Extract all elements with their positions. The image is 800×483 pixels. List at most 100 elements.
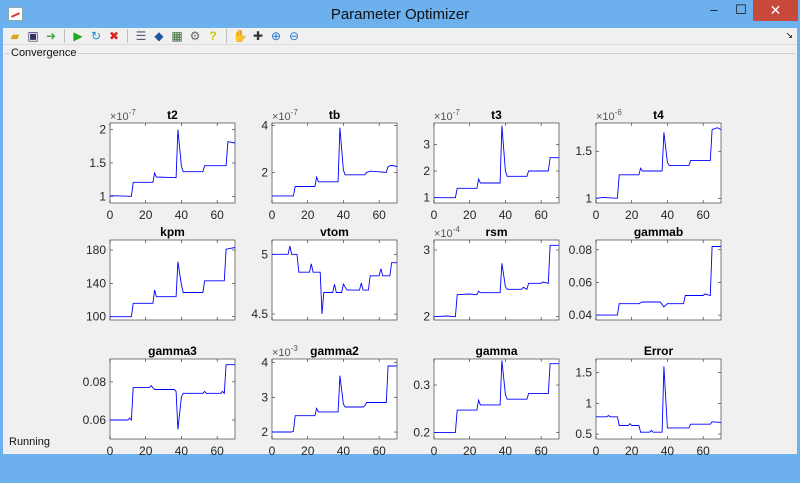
y-tick-label: 1.5	[89, 156, 106, 170]
axes-box	[109, 358, 236, 440]
axes-box	[595, 358, 722, 440]
x-tick-label: 20	[301, 444, 315, 458]
x-tick-label: 60	[696, 208, 710, 222]
help-icon[interactable]: ?	[209, 29, 217, 43]
series-line	[109, 129, 236, 197]
stop-icon[interactable]: ✖	[108, 29, 120, 43]
export-icon[interactable]: ➜	[45, 29, 57, 43]
exponent-label: ×10-7	[434, 108, 460, 123]
data-cursor-icon[interactable]: ✚	[252, 29, 264, 43]
toolbar: ▰ ▣ ➜ ▶ ↻ ✖ ☰ ◆ ▦ ⚙ ? ✋ ✚ ⊕ ⊖ ↘	[3, 28, 797, 45]
x-tick-label: 20	[625, 444, 639, 458]
series-line	[434, 360, 559, 433]
x-tick-label: 40	[661, 208, 675, 222]
x-tick-label: 40	[499, 208, 513, 222]
y-tick-label: 1	[585, 396, 592, 410]
save-icon[interactable]: ▣	[27, 29, 39, 43]
x-tick-label: 40	[499, 444, 513, 458]
series-line	[110, 364, 235, 430]
axes-box	[109, 239, 236, 321]
minimize-button[interactable]: –	[710, 2, 718, 17]
x-tick-label: 60	[210, 444, 224, 458]
y-tick-label: 0.06	[83, 413, 107, 427]
axes-box	[433, 122, 560, 204]
y-tick-label: 3	[423, 137, 430, 151]
app-icon	[8, 7, 23, 21]
series-line	[434, 125, 559, 199]
calculator-icon[interactable]: ▦	[171, 29, 183, 43]
subplot-gamma3: gamma3 0.06 0.08 0 20 40 60	[83, 344, 236, 458]
y-tick-label: 2	[99, 123, 106, 137]
panel-label: Convergence	[9, 47, 79, 59]
subplot-title: Error	[644, 344, 674, 358]
x-tick-label: 0	[593, 444, 600, 458]
subplot-gamma: gamma 0.2 0.3 0 20 40 60	[413, 344, 560, 458]
toolbar-separator	[226, 29, 227, 43]
subplot-title: rsm	[485, 225, 507, 239]
subplot-title: tb	[329, 108, 340, 122]
subplot-title: kpm	[160, 225, 185, 239]
y-tick-label: 1.5	[575, 366, 592, 380]
x-tick-label: 40	[337, 208, 351, 222]
x-tick-label: 60	[696, 444, 710, 458]
series-line	[272, 245, 397, 315]
y-tick-label: 3	[261, 390, 268, 404]
x-tick-label: 60	[372, 444, 386, 458]
convergence-panel: t2 ×10-7 1 1.5 2 0 20 40 60 tb ×10-7 2 4 0 20 40 60 t3 ×10…	[5, 53, 795, 458]
close-button[interactable]: ✕	[753, 0, 798, 21]
zoom-out-icon[interactable]: ⊖	[288, 29, 300, 43]
x-tick-label: 20	[139, 208, 153, 222]
y-tick-label: 0.2	[413, 425, 430, 439]
subplot-title: vtom	[320, 225, 349, 239]
y-tick-label: 100	[86, 310, 106, 324]
x-tick-label: 60	[534, 208, 548, 222]
run-icon[interactable]: ▶	[73, 29, 83, 43]
x-tick-label: 0	[431, 208, 438, 222]
y-tick-label: 4.5	[251, 307, 268, 321]
maximize-button[interactable]: ☐	[735, 2, 747, 17]
axes-box	[595, 122, 722, 204]
subplot-kpm: kpm 100 140 180	[86, 225, 236, 324]
y-tick-label: 0.08	[569, 243, 593, 257]
subplot-t3: t3 ×10-7 1 2 3 0 20 40 60	[423, 108, 560, 222]
subplot-t2: t2×10-711.520 20 40 60	[89, 108, 236, 222]
exponent-label: ×10-6	[596, 108, 622, 123]
series-line	[595, 127, 722, 199]
y-tick-label: 140	[86, 276, 106, 290]
pan-hand-icon[interactable]: ✋	[232, 29, 248, 43]
x-tick-label: 20	[625, 208, 639, 222]
gear-icon[interactable]: ⚙	[189, 29, 201, 43]
y-tick-label: 4	[261, 355, 268, 369]
subplot-title: gamma3	[148, 344, 197, 358]
y-tick-label: 2	[423, 164, 430, 178]
series-line	[272, 365, 397, 433]
toolbar-overflow-icon[interactable]: ↘	[785, 30, 793, 40]
x-tick-label: 40	[337, 444, 351, 458]
y-tick-label: 3	[423, 243, 430, 257]
subplot-title: t4	[653, 108, 664, 122]
x-tick-label: 0	[269, 208, 276, 222]
report-icon[interactable]: ☰	[135, 29, 147, 43]
zoom-in-icon[interactable]: ⊕	[270, 29, 282, 43]
x-tick-label: 20	[139, 444, 153, 458]
axes-box	[109, 122, 236, 204]
subplot-title: gammab	[634, 225, 683, 239]
x-tick-label: 20	[463, 208, 477, 222]
x-tick-label: 0	[431, 444, 438, 458]
open-folder-icon[interactable]: ▰	[10, 29, 20, 43]
exponent-label: ×10-7	[272, 108, 298, 123]
refresh-icon[interactable]: ↻	[90, 29, 102, 43]
subplot-title: gamma2	[310, 344, 359, 358]
series-line	[596, 246, 721, 316]
y-tick-label: 2	[261, 425, 268, 439]
series-line	[596, 366, 722, 433]
toolbar-separator	[64, 29, 65, 43]
toolbar-separator	[127, 29, 128, 43]
y-tick-label: 0.08	[83, 375, 107, 389]
y-tick-label: 4	[261, 118, 268, 132]
x-tick-label: 40	[661, 444, 675, 458]
book-icon[interactable]: ◆	[154, 29, 164, 43]
